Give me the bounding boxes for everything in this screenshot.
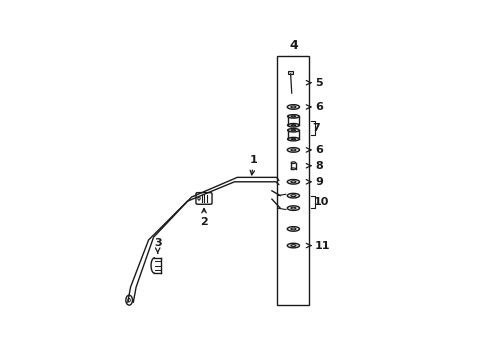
- Ellipse shape: [291, 207, 296, 209]
- Bar: [277, 56, 309, 305]
- Text: 7: 7: [312, 123, 320, 133]
- Text: 9: 9: [306, 177, 323, 187]
- Text: 11: 11: [306, 240, 330, 251]
- Ellipse shape: [287, 227, 299, 231]
- Ellipse shape: [291, 116, 295, 117]
- Ellipse shape: [291, 125, 295, 126]
- Ellipse shape: [287, 206, 299, 211]
- Text: 10: 10: [314, 197, 329, 207]
- Ellipse shape: [291, 245, 296, 247]
- Ellipse shape: [291, 195, 296, 197]
- Ellipse shape: [288, 123, 299, 127]
- Text: 4: 4: [289, 39, 298, 51]
- Ellipse shape: [287, 180, 299, 184]
- Text: 3: 3: [154, 238, 162, 253]
- Ellipse shape: [291, 181, 296, 183]
- Ellipse shape: [291, 130, 295, 131]
- Ellipse shape: [288, 114, 299, 118]
- Text: 2: 2: [200, 208, 208, 227]
- Ellipse shape: [288, 129, 299, 132]
- Ellipse shape: [291, 139, 295, 140]
- Ellipse shape: [291, 149, 296, 151]
- Ellipse shape: [288, 138, 299, 141]
- Bar: [288, 71, 293, 74]
- Ellipse shape: [291, 162, 295, 163]
- Ellipse shape: [291, 228, 296, 230]
- Text: 1: 1: [250, 155, 258, 175]
- Ellipse shape: [291, 168, 295, 170]
- Ellipse shape: [287, 243, 299, 248]
- Text: 6: 6: [306, 145, 323, 155]
- Ellipse shape: [287, 193, 299, 198]
- Text: 8: 8: [306, 161, 322, 171]
- Text: 5: 5: [306, 78, 322, 88]
- Ellipse shape: [287, 148, 299, 152]
- Ellipse shape: [291, 106, 296, 108]
- Ellipse shape: [287, 105, 299, 109]
- Text: 6: 6: [306, 102, 323, 112]
